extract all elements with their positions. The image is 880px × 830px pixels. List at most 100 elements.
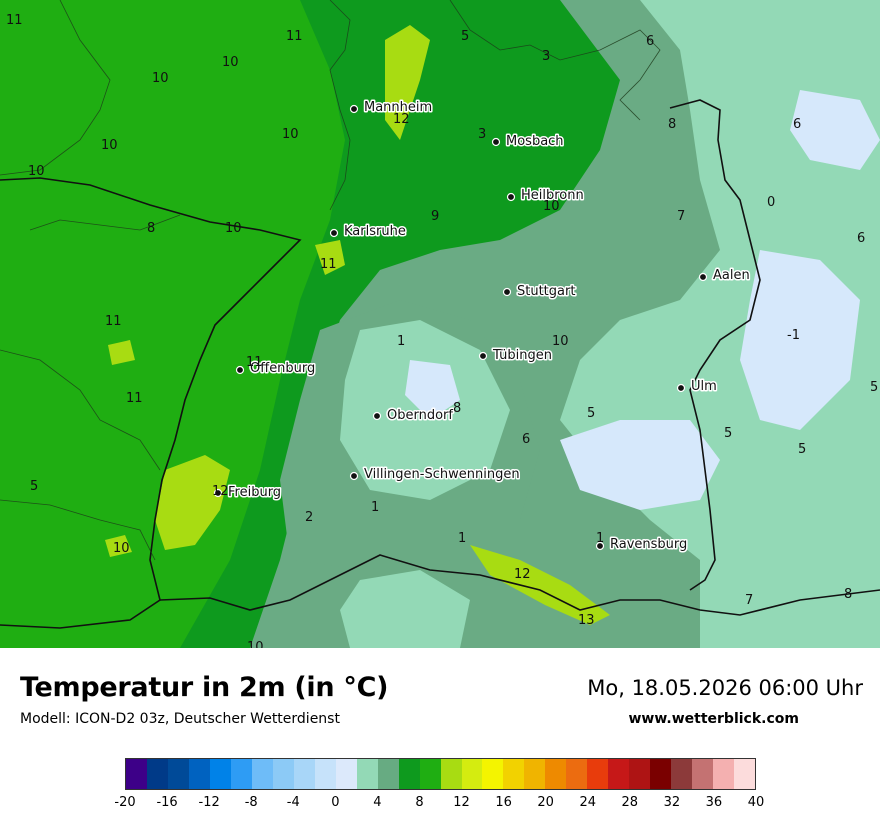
color-swatch [461,759,483,789]
city-oberndorf[interactable]: Oberndorf [372,407,455,425]
site-link[interactable]: www.wetterblick.com [628,711,800,727]
city-mannheim[interactable]: Mannheim [349,99,434,117]
isotherm-labels: 11 10 11 10 10 12 10 10 8 10 9 11 11 11 … [6,13,878,648]
isotherm-label: 7 [745,593,753,608]
scale-tick-label: 36 [705,795,723,810]
scale-tick-label: 16 [495,795,512,810]
city-dot [506,192,516,202]
national-borders [0,99,880,629]
city-ulm[interactable]: Ulm [676,378,718,396]
isotherm-label: 12 [212,484,229,499]
zone-lime-ssw [105,535,132,557]
scale-tick-label: -8 [244,795,258,810]
isotherm-label: 10 [247,640,264,648]
city-mosbach[interactable]: Mosbach [491,133,565,151]
isotherm-label: 11 [286,29,303,44]
city-dot [235,365,245,375]
color-swatch [566,759,588,789]
city-label: Stuttgart [517,284,575,299]
zone-lime-bodensee [470,545,610,625]
zone-pale-blue-east [740,250,860,430]
city-tuebingen[interactable]: Tübingen [478,347,554,365]
color-swatch [230,759,252,789]
isotherm-label: 10 [543,199,560,214]
page-title: Temperatur in 2m (in °C) [20,672,389,703]
color-swatch [482,759,504,789]
isotherm-label: 5 [30,479,38,494]
city-label: Karlsruhe [344,224,406,239]
isotherm-label: 9 [431,209,439,224]
city-freiburg[interactable]: Freiburg [213,484,283,502]
zone-lime-mannheim [385,25,430,140]
isotherm-label: 10 [552,334,569,349]
color-swatch [209,759,231,789]
zone-pale-blue-ulm [560,420,720,510]
isotherm-label: 5 [870,380,878,395]
isotherm-label: 8 [453,401,461,416]
city-offenburg[interactable]: Offenburg [235,360,317,378]
isotherm-label: 1 [596,531,604,546]
city-dot [676,383,686,393]
zone-lime-west [108,340,135,365]
city-label: Ravensburg [610,537,687,552]
isotherm-label: 8 [844,587,852,602]
color-swatch [524,759,546,789]
color-swatch [545,759,567,789]
city-heilbronn[interactable]: Heilbronn [506,187,585,205]
model-info: Modell: ICON-D2 03z, Deutscher Wetterdie… [20,711,340,727]
isotherm-label: 10 [222,55,239,70]
scale-tick-label: 4 [373,795,382,810]
isotherm-label: 10 [225,221,242,236]
scale-tick-label: 12 [453,795,470,810]
isotherm-label: 13 [578,613,595,628]
city-label: Oberndorf [387,408,453,423]
isotherm-label: -1 [787,328,800,343]
isotherm-label: 11 [126,391,143,406]
scale-tick-label: 24 [579,795,596,810]
temperature-map[interactable]: Mannheim Mosbach Heilbronn Karlsruhe Stu… [0,0,880,648]
city-stuttgart[interactable]: Stuttgart [502,283,577,301]
scale-tick-label: 40 [747,795,765,810]
isotherm-label: 6 [857,231,865,246]
scale-tick-label: 8 [415,795,424,810]
isotherm-label: 11 [246,355,263,370]
isotherm-label: 5 [587,406,595,421]
scale-tick-label: -4 [286,795,300,810]
isotherm-label: 2 [305,510,313,525]
city-dot [213,488,223,498]
isotherm-label: 10 [101,138,118,153]
city-ravensburg[interactable]: Ravensburg [595,536,689,554]
color-swatch [629,759,651,789]
color-swatch [377,759,399,789]
city-dot [698,272,708,282]
city-label: Ulm [691,379,717,394]
city-label: Freiburg [228,485,281,500]
zone-lime-rhine [155,455,230,550]
city-aalen[interactable]: Aalen [698,267,751,285]
color-scale [125,758,756,790]
isotherm-label: 11 [6,13,23,28]
isotherm-label: 11 [320,257,337,272]
city-label: Mannheim [364,100,432,115]
color-swatch [419,759,441,789]
color-swatch [398,759,420,789]
isotherm-label: 6 [646,34,654,49]
isotherm-label: 8 [668,117,676,132]
isotherm-label: 12 [514,567,531,582]
city-dot [491,137,501,147]
color-scale-ticks: -20 -16 -12 -8 -4 0 4 8 12 16 20 24 28 32 36 40 [114,795,764,815]
color-swatch [251,759,273,789]
city-villingen-schwenningen[interactable]: Villingen-Schwenningen [349,466,521,484]
color-swatch [335,759,357,789]
color-swatch [503,759,525,789]
isotherm-label: 7 [677,209,685,224]
scale-tick-label: -20 [114,795,136,810]
isotherm-label: 3 [542,49,550,64]
city-label: Heilbronn [521,188,584,203]
isotherm-label: 5 [798,442,806,457]
city-karlsruhe[interactable]: Karlsruhe [329,223,407,241]
city-label: Offenburg [250,361,315,376]
city-label: Aalen [713,268,750,283]
scale-tick-label: 0 [331,795,340,810]
isotherm-label: 5 [461,29,469,44]
